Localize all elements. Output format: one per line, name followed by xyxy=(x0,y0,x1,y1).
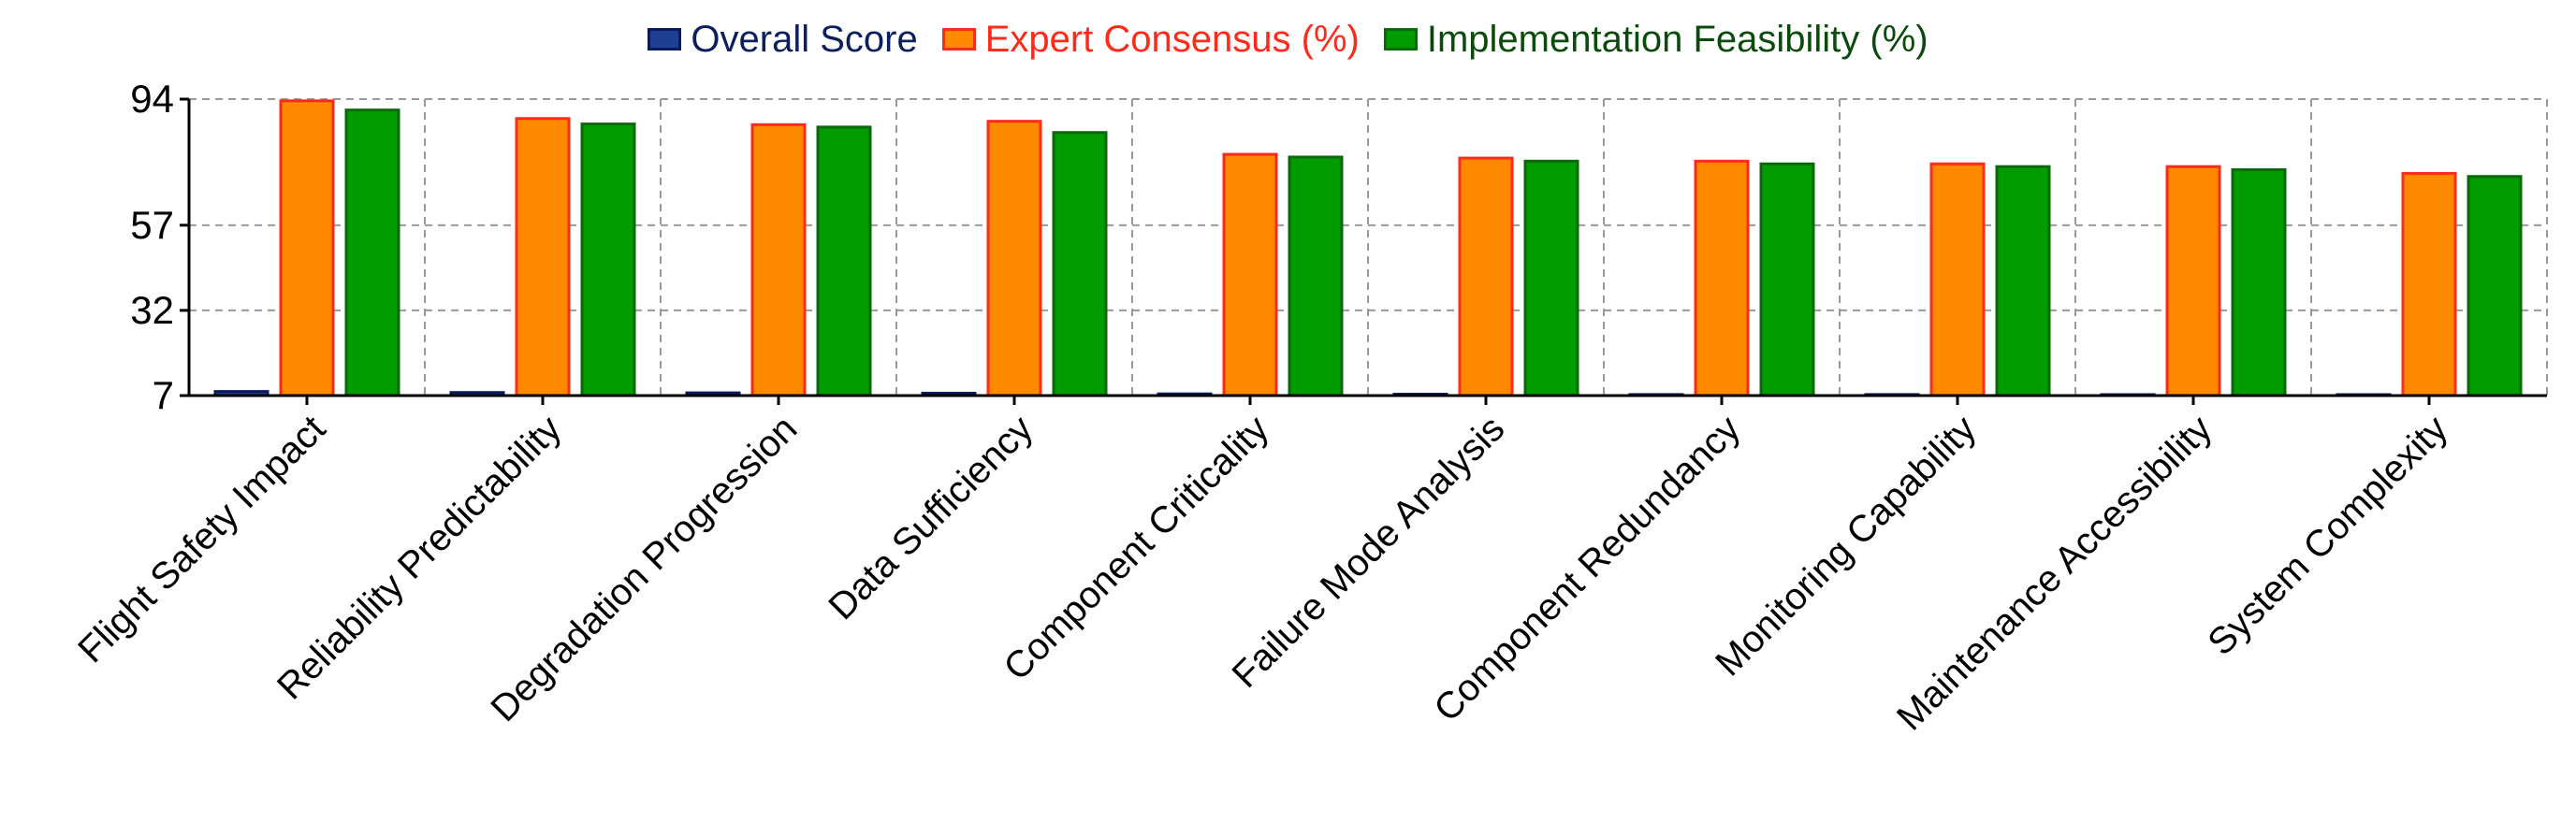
y-tick-label: 32 xyxy=(130,288,174,332)
x-tick-label: System Complexity xyxy=(2200,408,2455,663)
bar xyxy=(515,117,571,397)
legend-item: Expert Consensus (%) xyxy=(941,18,1360,61)
bar xyxy=(986,120,1042,397)
bar xyxy=(580,123,636,397)
legend-label: Expert Consensus (%) xyxy=(984,18,1360,60)
legend-item: Implementation Feasibility (%) xyxy=(1383,18,1928,61)
bar xyxy=(279,99,335,397)
y-tick-label: 7 xyxy=(153,373,174,417)
bar xyxy=(1222,152,1278,397)
bar xyxy=(2231,167,2287,397)
bar xyxy=(1458,156,1514,397)
bar xyxy=(1523,159,1579,397)
bar xyxy=(1694,159,1750,397)
y-tick-label: 57 xyxy=(130,203,174,247)
bar xyxy=(344,108,400,397)
bar xyxy=(1759,162,1815,397)
chart-legend: Overall Score Expert Consensus (%) Impleme… xyxy=(0,11,2576,67)
legend-swatch xyxy=(941,28,976,50)
bar xyxy=(2467,175,2523,397)
bar xyxy=(2165,165,2221,397)
x-tick-label: Data Sufficiency xyxy=(821,408,1041,627)
bar xyxy=(1995,165,2051,397)
bar xyxy=(1052,131,1108,397)
legend-label: Implementation Feasibility (%) xyxy=(1426,18,1928,60)
bar xyxy=(2401,171,2457,397)
x-tick-label: Failure Mode Analysis xyxy=(1225,408,1513,696)
bar xyxy=(1288,155,1344,397)
legend-label: Overall Score xyxy=(691,18,918,60)
x-tick-label: Flight Safety Impact xyxy=(70,408,333,671)
bar xyxy=(750,123,807,397)
legend-item: Overall Score xyxy=(648,18,918,61)
x-tick-label: Component Criticality xyxy=(996,408,1276,688)
y-tick-label: 94 xyxy=(130,77,174,121)
legend-swatch xyxy=(1383,28,1418,50)
legend-swatch xyxy=(648,28,682,50)
x-tick-label: Monitoring Capability xyxy=(1708,408,1984,684)
bar xyxy=(816,125,872,397)
bar xyxy=(1929,162,1986,397)
